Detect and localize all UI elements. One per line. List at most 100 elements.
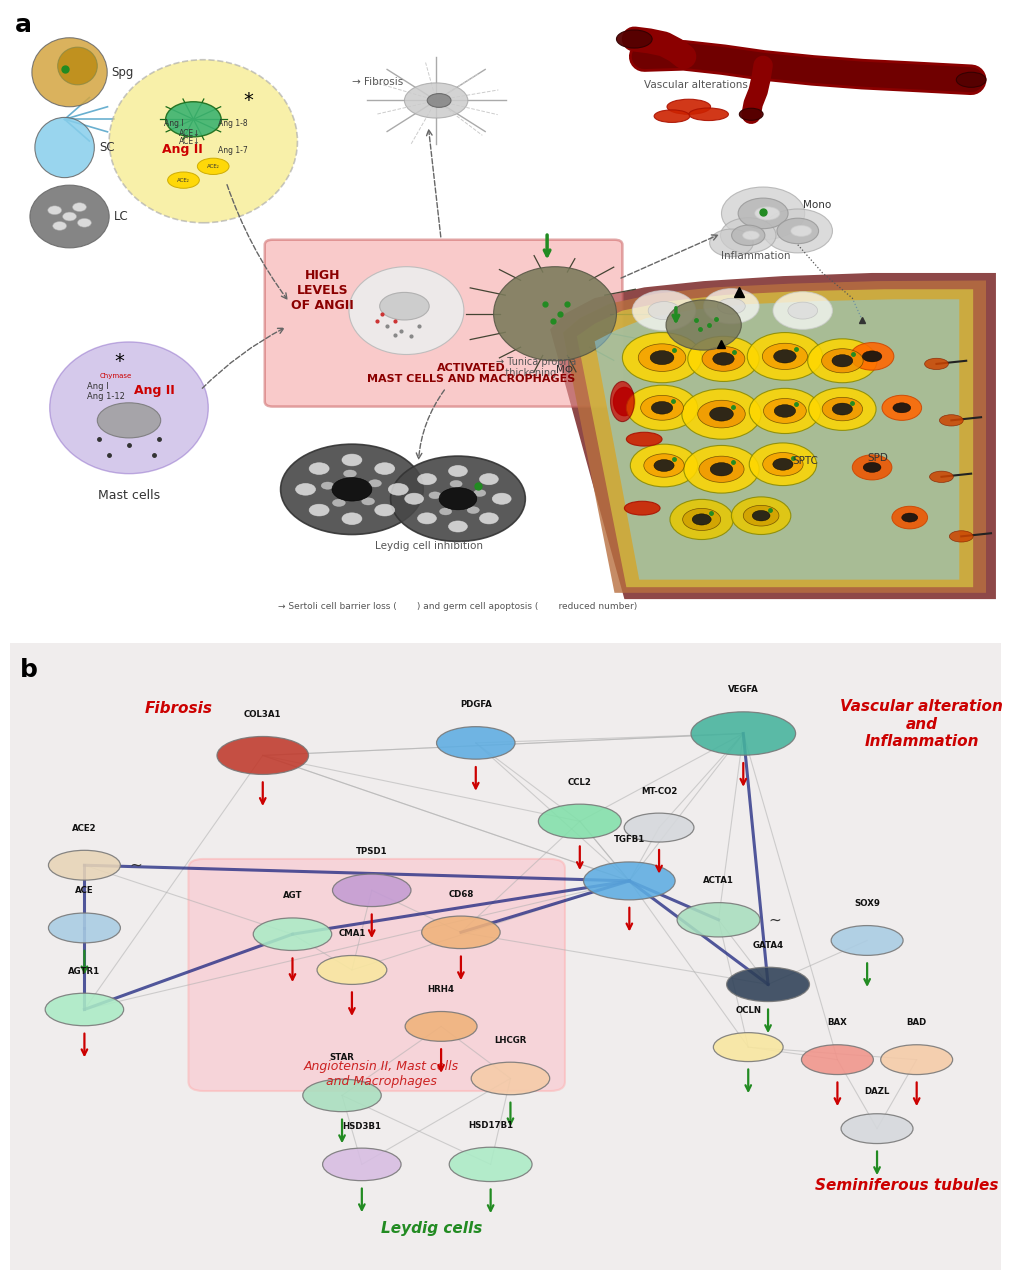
Ellipse shape [809,388,877,430]
Ellipse shape [449,1147,532,1181]
Text: Leydig cells: Leydig cells [380,1221,482,1236]
Ellipse shape [683,445,759,493]
Ellipse shape [832,403,852,415]
Ellipse shape [439,488,477,509]
Ellipse shape [702,347,745,371]
Text: BAD: BAD [907,1018,927,1027]
Ellipse shape [390,456,526,541]
Ellipse shape [437,727,515,759]
Ellipse shape [632,291,696,330]
Text: HSD3B1: HSD3B1 [343,1121,381,1130]
Text: b: b [20,658,37,682]
Ellipse shape [681,389,761,439]
Ellipse shape [630,444,698,486]
Ellipse shape [755,207,779,220]
Ellipse shape [862,351,882,362]
Ellipse shape [450,480,462,488]
Ellipse shape [738,198,788,229]
Ellipse shape [852,454,892,480]
Ellipse shape [449,521,467,532]
Ellipse shape [788,302,818,319]
Ellipse shape [321,483,334,489]
Ellipse shape [939,415,963,426]
Text: Fibrosis: Fibrosis [145,701,212,716]
Ellipse shape [666,300,741,351]
Text: ACE↓: ACE↓ [179,129,200,138]
Ellipse shape [731,497,791,535]
Ellipse shape [73,202,86,211]
Ellipse shape [309,462,330,475]
Ellipse shape [422,916,500,948]
Ellipse shape [429,492,441,499]
Ellipse shape [949,531,974,541]
Ellipse shape [863,462,881,472]
Ellipse shape [614,388,635,416]
Ellipse shape [762,453,803,476]
Text: DAZL: DAZL [864,1087,890,1096]
Ellipse shape [739,109,763,120]
Ellipse shape [349,266,464,355]
Ellipse shape [644,454,684,477]
Text: VEGFA: VEGFA [728,685,758,694]
Text: HRH4: HRH4 [428,984,455,995]
Ellipse shape [773,292,832,329]
Polygon shape [594,300,959,580]
Ellipse shape [822,348,863,372]
Ellipse shape [493,266,617,361]
Ellipse shape [49,850,120,881]
Text: ACE₂: ACE₂ [207,164,219,169]
Ellipse shape [802,1044,874,1074]
Ellipse shape [763,398,807,424]
Ellipse shape [388,484,408,495]
Text: HIGH
LEVELS
OF ANGII: HIGH LEVELS OF ANGII [291,269,354,311]
Ellipse shape [791,225,812,237]
Ellipse shape [333,874,411,906]
Ellipse shape [892,507,927,529]
Ellipse shape [710,229,753,257]
Text: SOX9: SOX9 [854,899,880,908]
Text: Chymase: Chymase [99,372,131,379]
Text: Inflammation: Inflammation [722,251,791,261]
Ellipse shape [474,490,486,497]
Ellipse shape [623,333,702,383]
Ellipse shape [929,471,953,483]
Text: → Tunica propria
   thickening: → Tunica propria thickening [495,357,576,379]
Ellipse shape [777,218,819,243]
Text: → Fibrosis: → Fibrosis [352,77,403,87]
Ellipse shape [479,513,498,524]
Ellipse shape [295,484,315,495]
Ellipse shape [333,499,346,507]
FancyBboxPatch shape [188,859,565,1091]
Ellipse shape [850,343,894,370]
Ellipse shape [53,221,67,230]
Ellipse shape [956,72,986,87]
Ellipse shape [808,339,877,383]
Text: Ang 1-7: Ang 1-7 [218,146,248,155]
Ellipse shape [404,83,468,118]
Text: ~: ~ [129,858,142,873]
Ellipse shape [882,396,922,420]
Ellipse shape [677,902,760,937]
Text: SPTC: SPTC [793,456,819,466]
Ellipse shape [627,433,662,445]
Ellipse shape [78,219,91,227]
Ellipse shape [217,736,308,774]
Ellipse shape [682,508,721,530]
Text: ACE↓: ACE↓ [179,137,200,146]
Ellipse shape [97,403,161,438]
Ellipse shape [375,504,394,516]
Ellipse shape [302,1079,381,1111]
Ellipse shape [714,1033,784,1061]
Text: Leydig cell inhibition: Leydig cell inhibition [375,541,482,550]
Text: Ang II: Ang II [162,142,202,156]
Ellipse shape [654,110,690,123]
Ellipse shape [583,861,675,900]
Ellipse shape [50,342,208,474]
Text: CD68: CD68 [448,890,473,899]
Text: STAR: STAR [330,1052,355,1061]
Ellipse shape [749,443,817,485]
Ellipse shape [650,351,674,365]
Ellipse shape [48,206,62,215]
Text: ~: ~ [768,913,780,927]
Ellipse shape [773,349,797,364]
